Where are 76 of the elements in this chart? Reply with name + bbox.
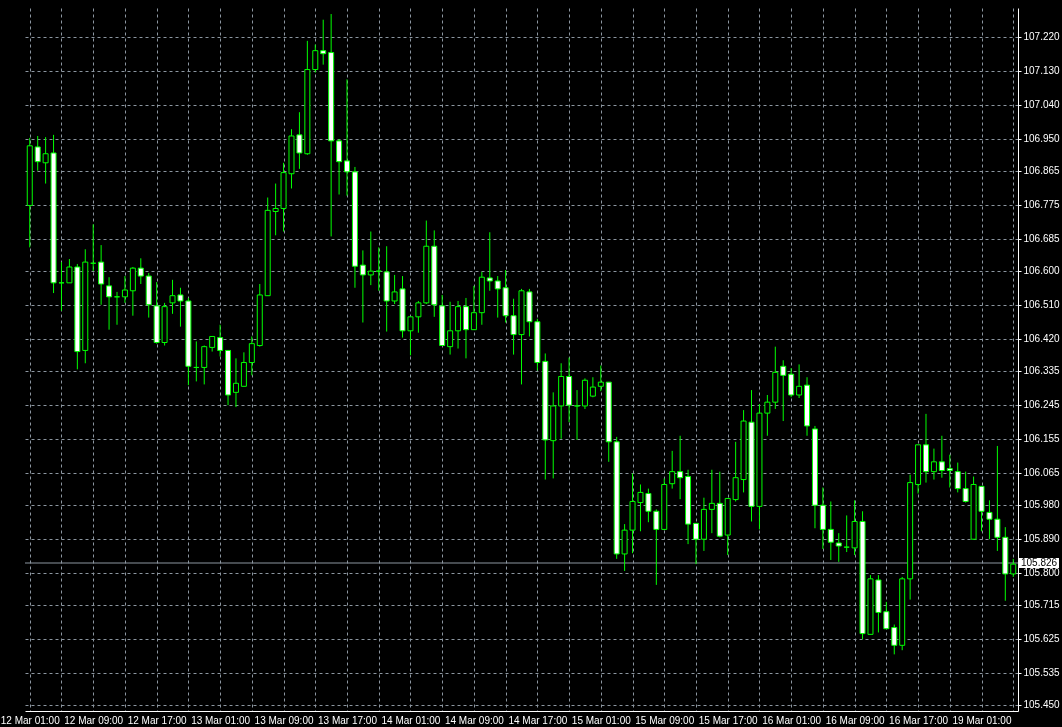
y-tick-label: 105.890: [1023, 533, 1061, 545]
candlestick: [462, 297, 469, 359]
candlestick: [98, 244, 105, 306]
x-tick-label: 13 Mar 01:00: [191, 714, 251, 726]
candlestick: [1010, 558, 1017, 578]
candlestick: [930, 448, 937, 481]
candlestick: [217, 324, 224, 357]
y-tick-label: 106.775: [1023, 199, 1061, 211]
candlestick: [344, 78, 351, 197]
y-tick-label: 105.800: [1023, 567, 1061, 579]
candlestick: [780, 359, 787, 422]
candlestick: [827, 500, 834, 561]
y-tick-label: 105.450: [1023, 699, 1061, 711]
y-tick-label: 105.625: [1023, 633, 1061, 645]
candlestick: [129, 266, 136, 317]
candlestick: [486, 231, 493, 292]
candlestick: [137, 257, 144, 285]
y-tick-label: 105.715: [1023, 599, 1061, 611]
x-tick-label: 12 Mar 09:00: [64, 714, 124, 726]
y-tick-label: 106.335: [1023, 365, 1061, 377]
candlestick: [248, 335, 255, 376]
candlestick: [835, 532, 842, 563]
candlestick: [359, 249, 366, 323]
candlestick: [320, 19, 327, 66]
candlestick: [788, 367, 795, 398]
candlestick: [58, 261, 65, 312]
candlestick: [796, 363, 803, 399]
candlestick: [891, 624, 898, 655]
ref-line-label: 105.826: [1021, 557, 1058, 568]
y-tick-label: 106.510: [1023, 299, 1061, 311]
candlestick: [669, 450, 676, 490]
x-tick-label: 13 Mar 17:00: [318, 714, 378, 726]
y-tick-label: 105.535: [1023, 667, 1061, 679]
y-tick-label: 106.865: [1023, 165, 1061, 177]
candlestick: [708, 469, 715, 534]
y-tick-label: 106.065: [1023, 467, 1061, 479]
y-tick-label: 105.980: [1023, 499, 1061, 511]
candlestick: [367, 231, 374, 286]
candlestick: [843, 514, 850, 553]
y-tick-label: 107.040: [1023, 99, 1061, 111]
x-tick-label: 14 Mar 01:00: [381, 714, 441, 726]
candlestick: [692, 522, 699, 565]
candlestick: [574, 389, 581, 441]
y-tick-label: 106.155: [1023, 433, 1061, 445]
y-tick-label: 107.130: [1023, 65, 1061, 77]
x-tick-label: 16 Mar 01:00: [762, 714, 822, 726]
candlestick: [946, 454, 953, 488]
candlestick: [240, 351, 247, 387]
candlestick: [938, 435, 945, 479]
candlestick: [201, 345, 208, 385]
candlestick: [121, 275, 128, 304]
y-tick-label: 106.245: [1023, 399, 1061, 411]
candlestick: [106, 276, 113, 331]
candlestick: [232, 357, 239, 408]
x-tick-label: 12 Mar 17:00: [127, 714, 188, 726]
candlestick: [597, 365, 604, 392]
x-tick-label: 15 Mar 09:00: [635, 714, 695, 726]
x-tick-label: 15 Mar 17:00: [698, 714, 759, 726]
x-tick-label: 13 Mar 09:00: [254, 714, 314, 726]
x-tick-label: 16 Mar 17:00: [889, 714, 949, 726]
y-tick-label: 106.950: [1023, 133, 1061, 145]
y-tick-label: 107.220: [1023, 31, 1061, 43]
candlestick: [677, 435, 684, 500]
x-tick-label: 14 Mar 17:00: [508, 714, 568, 726]
x-tick-label: 19 Mar 01:00: [952, 714, 1012, 726]
x-tick-label: 15 Mar 01:00: [571, 714, 632, 726]
y-tick-label: 106.600: [1023, 265, 1061, 277]
candlestick: [954, 462, 961, 493]
y-tick-label: 106.685: [1023, 233, 1061, 245]
x-tick-label: 12 Mar 01:00: [0, 714, 61, 726]
candlestick: [470, 285, 477, 331]
x-tick-label: 16 Mar 09:00: [825, 714, 886, 726]
candlestick: [447, 301, 454, 356]
x-tick-label: 14 Mar 09:00: [444, 714, 505, 726]
candlestick: [336, 138, 343, 196]
y-tick-label: 106.420: [1023, 333, 1061, 345]
